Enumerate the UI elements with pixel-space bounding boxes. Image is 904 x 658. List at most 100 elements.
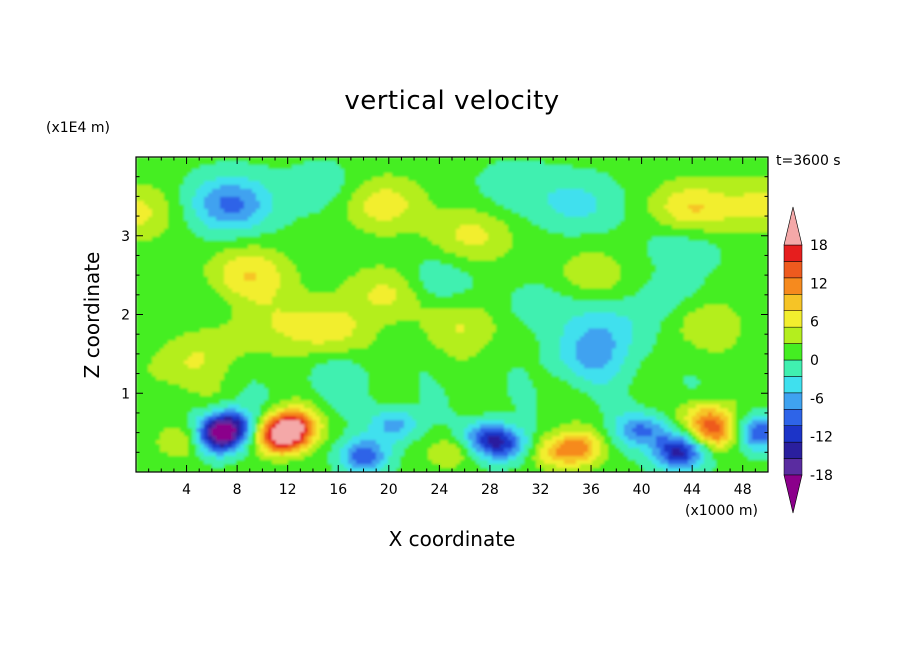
contour-cell xyxy=(692,160,697,166)
contour-cell xyxy=(160,264,165,270)
contour-cell xyxy=(568,184,573,190)
contour-cell xyxy=(240,232,245,238)
contour-cell xyxy=(500,244,505,250)
contour-cell xyxy=(648,216,653,222)
contour-cell xyxy=(608,184,613,190)
contour-cell xyxy=(140,157,145,162)
contour-cell xyxy=(492,176,497,182)
contour-cell xyxy=(692,180,697,186)
contour-cell xyxy=(288,212,293,218)
contour-cell xyxy=(156,216,161,222)
contour-cell xyxy=(272,240,277,246)
contour-cell xyxy=(352,196,357,202)
contour-cell xyxy=(316,240,321,246)
contour-cell xyxy=(672,228,677,234)
contour-cell xyxy=(536,228,541,234)
contour-cell xyxy=(428,157,433,162)
contour-cell xyxy=(212,244,217,250)
contour-cell xyxy=(392,160,397,166)
contour-cell xyxy=(572,276,577,282)
contour-cell xyxy=(384,164,389,170)
contour-cell xyxy=(300,276,305,282)
contour-cell xyxy=(680,272,685,278)
contour-cell xyxy=(540,276,545,282)
contour-cell xyxy=(312,168,317,174)
contour-cell xyxy=(444,256,449,262)
contour-cell xyxy=(380,220,385,226)
contour-cell xyxy=(520,172,525,178)
contour-cell xyxy=(380,224,385,230)
contour-cell xyxy=(528,164,533,170)
contour-cell xyxy=(608,256,613,262)
contour-cell xyxy=(676,276,681,282)
contour-cell xyxy=(456,280,461,286)
contour-cell xyxy=(640,240,645,246)
contour-cell xyxy=(296,212,301,218)
contour-cell xyxy=(468,208,473,214)
contour-cell xyxy=(468,216,473,222)
contour-cell xyxy=(312,264,317,270)
contour-cell xyxy=(532,160,537,166)
contour-cell xyxy=(696,157,701,162)
contour-cell xyxy=(424,164,429,170)
contour-cell xyxy=(744,180,749,186)
contour-cell xyxy=(764,164,768,170)
contour-cell xyxy=(360,164,365,170)
contour-cell xyxy=(664,157,669,162)
contour-cell xyxy=(472,180,477,186)
contour-cell xyxy=(316,208,321,214)
contour-cell xyxy=(668,220,673,226)
contour-cell xyxy=(464,216,469,222)
contour-cell xyxy=(360,248,365,254)
contour-cell xyxy=(648,208,653,214)
contour-cell xyxy=(428,240,433,246)
contour-cell xyxy=(556,180,561,186)
contour-cell xyxy=(748,232,753,238)
contour-cell xyxy=(196,192,201,198)
contour-cell xyxy=(572,204,577,210)
contour-cell xyxy=(700,176,705,182)
contour-cell xyxy=(136,208,141,214)
contour-cell xyxy=(516,280,521,286)
contour-cell xyxy=(500,276,505,282)
contour-cell xyxy=(556,264,561,270)
contour-cell xyxy=(524,228,529,234)
contour-cell xyxy=(244,244,249,250)
contour-cell xyxy=(176,204,181,210)
contour-cell xyxy=(664,168,669,174)
contour-cell xyxy=(276,176,281,182)
contour-cell xyxy=(432,244,437,250)
contour-cell xyxy=(720,220,725,226)
contour-cell xyxy=(732,244,737,250)
contour-cell xyxy=(564,212,569,218)
contour-cell xyxy=(380,172,385,178)
contour-cell xyxy=(260,180,265,186)
contour-cell xyxy=(260,240,265,246)
contour-cell xyxy=(328,228,333,234)
contour-cell xyxy=(748,244,753,250)
contour-cell xyxy=(560,276,565,282)
contour-cell xyxy=(616,157,621,162)
contour-cell xyxy=(520,236,525,242)
contour-cell xyxy=(532,192,537,198)
contour-cell xyxy=(536,168,541,174)
contour-cell xyxy=(236,157,241,162)
contour-cell xyxy=(408,244,413,250)
contour-cell xyxy=(524,256,529,262)
contour-cell xyxy=(752,236,757,242)
contour-cell xyxy=(436,276,441,282)
contour-cell xyxy=(524,208,529,214)
contour-cell xyxy=(436,192,441,198)
contour-cell xyxy=(352,232,357,238)
contour-cell xyxy=(276,224,281,230)
contour-cell xyxy=(304,168,309,174)
contour-cell xyxy=(544,252,549,258)
contour-cell xyxy=(560,208,565,214)
contour-cell xyxy=(656,157,661,162)
contour-cell xyxy=(648,244,653,250)
contour-cell xyxy=(156,268,161,274)
contour-cell xyxy=(244,192,249,198)
contour-cell xyxy=(504,220,509,226)
contour-cell xyxy=(524,220,529,226)
contour-cell xyxy=(644,228,649,234)
